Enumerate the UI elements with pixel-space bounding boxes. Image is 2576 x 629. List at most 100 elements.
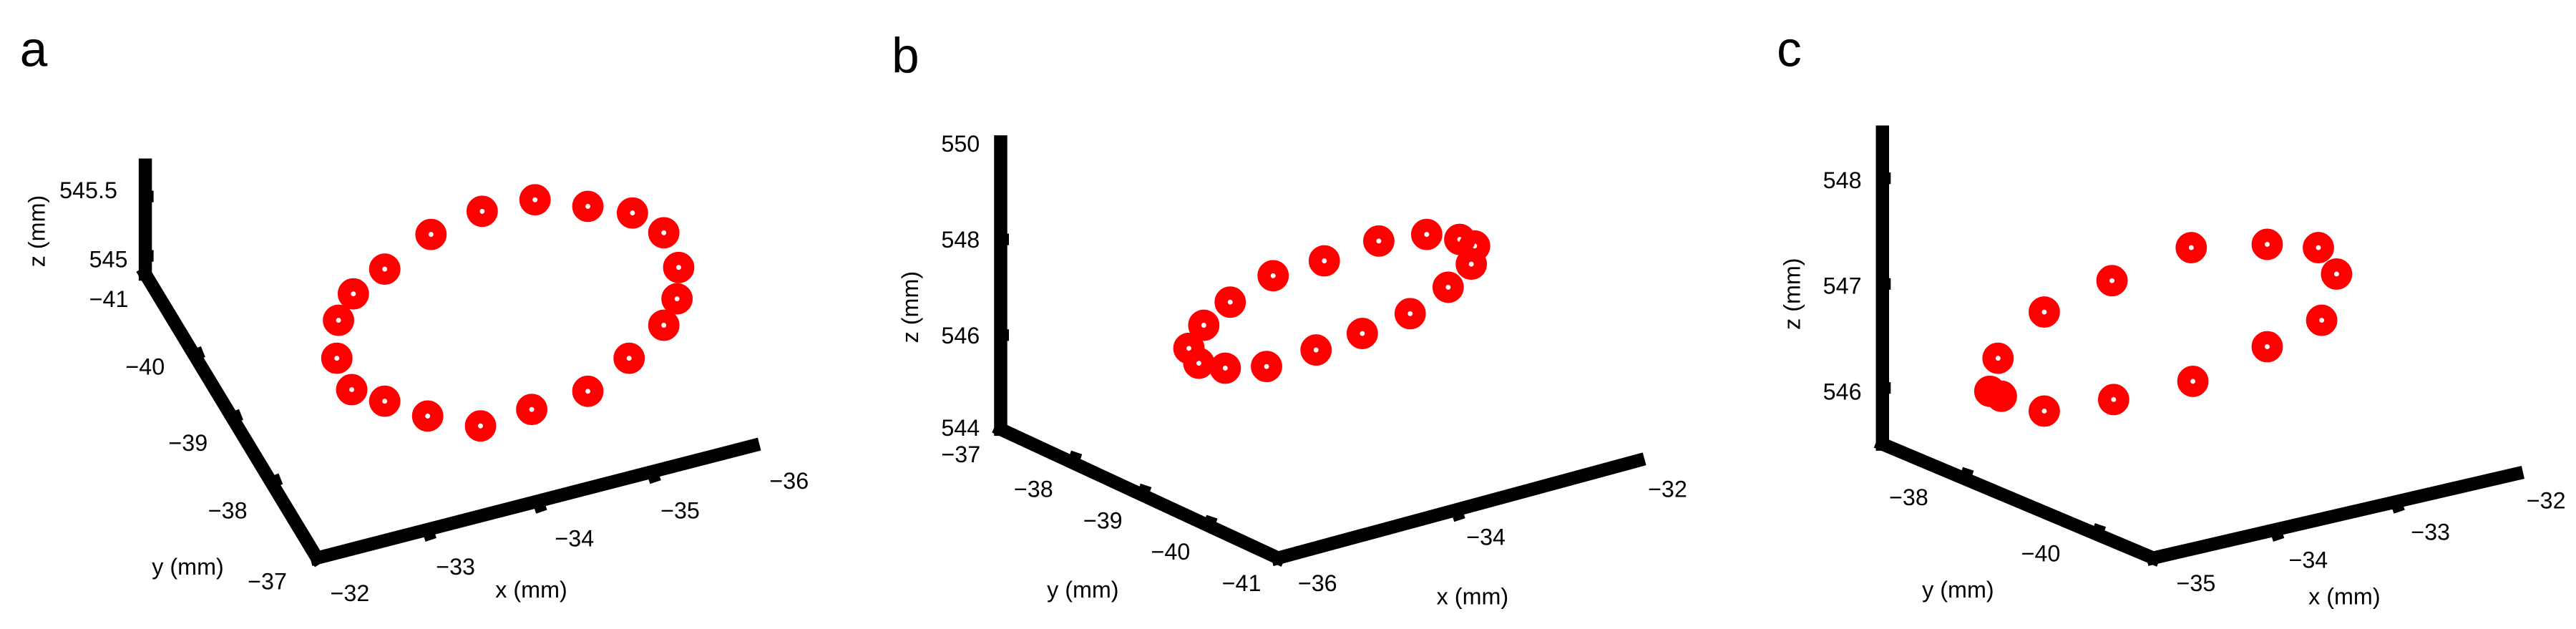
point-b-9 <box>1251 351 1282 383</box>
point-c-4 <box>2321 258 2353 290</box>
x-tick-c-2: −34 <box>2288 547 2328 573</box>
x-tick-a-4: −35 <box>660 497 700 523</box>
y-tick-c-2: −40 <box>2021 540 2061 566</box>
x-tick-c-4: −32 <box>2527 488 2566 514</box>
point-a-10 <box>572 375 604 407</box>
point-a-7 <box>661 283 693 315</box>
markers-c <box>1974 228 2353 427</box>
z-axis-label-c: z (mm) <box>1779 258 1805 329</box>
markers-b <box>1173 218 1491 384</box>
z-tick-b-1: 544 <box>941 415 980 441</box>
y-tick-b-2: −38 <box>1014 476 1053 502</box>
point-b-13 <box>1188 309 1220 341</box>
y-tick-mark-b-3 <box>1203 515 1218 529</box>
point-b-12 <box>1173 332 1205 364</box>
z-tick-b-4: 550 <box>941 131 980 157</box>
panel-b: b 550 548 546 544 −37 −38 −39 −40 −41 −3… <box>892 28 1687 610</box>
x-tick-mark-a-2 <box>532 499 547 514</box>
point-a-5 <box>648 217 680 249</box>
point-a-15 <box>336 374 368 406</box>
x-axis-label-b: x (mm) <box>1437 583 1508 609</box>
point-a-16 <box>321 342 353 374</box>
point-a-19 <box>369 253 401 285</box>
y-tick-a-3: −39 <box>168 430 208 456</box>
z-tick-b-3: 548 <box>941 227 980 253</box>
panel-a: a 545.5 545 −41 −40 −39 −38 −37 −32 −33 … <box>20 21 809 605</box>
point-a-3 <box>572 190 604 223</box>
point-c-11 <box>1974 375 2006 407</box>
point-c-1 <box>2175 232 2207 263</box>
point-a-2 <box>519 184 551 216</box>
y-axis-label-a: y (mm) <box>152 554 223 580</box>
x-tick-mark-c-1 <box>2270 528 2285 542</box>
x-tick-b-2: −34 <box>1466 524 1506 550</box>
x-tick-a-2: −33 <box>436 554 475 580</box>
y-tick-mark-a-3 <box>270 473 283 488</box>
panel-label-a: a <box>20 21 48 77</box>
point-c-7 <box>2177 366 2209 397</box>
point-c-13 <box>2028 296 2060 328</box>
y-tick-mark-b-2 <box>1137 483 1152 497</box>
point-a-8 <box>648 309 680 341</box>
point-c-12 <box>1982 342 2014 374</box>
x-tick-mark-a-1 <box>422 528 436 542</box>
z-tick-c-1: 546 <box>1823 379 1862 404</box>
point-b-10 <box>1209 352 1241 384</box>
x-tick-b-1: −36 <box>1298 570 1337 596</box>
x-tick-mark-a-3 <box>646 470 661 484</box>
y-tick-mark-b-1 <box>1068 450 1083 464</box>
point-a-20 <box>415 218 447 250</box>
point-b-14 <box>1214 286 1246 318</box>
x-tick-c-3: −33 <box>2411 519 2450 545</box>
point-c-6 <box>2251 331 2283 363</box>
point-c-5 <box>2306 304 2338 336</box>
y-axis-a <box>136 265 326 567</box>
markers-a <box>321 184 695 442</box>
y-tick-a-5: −41 <box>89 286 129 312</box>
z-tick-b-2: 546 <box>941 323 980 348</box>
point-b-7 <box>1346 318 1378 349</box>
y-axis-label-c: y (mm) <box>1922 577 1994 603</box>
y-tick-a-2: −38 <box>208 497 248 523</box>
y-tick-mark-a-2 <box>230 409 243 424</box>
z-tick-c-2: 547 <box>1823 273 1862 299</box>
point-c-14 <box>2096 265 2128 297</box>
point-c-2 <box>2251 228 2283 260</box>
x-tick-a-3: −34 <box>555 526 594 552</box>
point-b-16 <box>1308 245 1340 277</box>
point-b-6 <box>1394 298 1426 330</box>
z-axis-label-a: z (mm) <box>24 195 49 267</box>
point-a-11 <box>516 394 547 426</box>
point-b-5 <box>1432 271 1464 303</box>
x-tick-c-1: −35 <box>2177 570 2216 596</box>
point-c-3 <box>2303 232 2334 263</box>
x-axis-a <box>308 437 761 567</box>
point-b-15 <box>1257 260 1289 292</box>
point-a-17 <box>323 304 354 336</box>
panel-label-b: b <box>892 28 919 84</box>
y-axis-c <box>1873 435 2162 567</box>
point-a-14 <box>369 385 401 417</box>
x-tick-mark-b-1 <box>1450 508 1465 522</box>
x-tick-b-3: −32 <box>1648 476 1687 502</box>
y-tick-a-4: −40 <box>125 354 165 380</box>
point-b-17 <box>1362 225 1395 257</box>
y-tick-mark-c-1 <box>1959 467 1974 481</box>
x-axis-label-a: x (mm) <box>495 577 567 603</box>
y-tick-mark-c-2 <box>2092 523 2107 537</box>
point-a-12 <box>464 410 497 442</box>
y-tick-c-1: −38 <box>1889 484 1928 510</box>
x-tick-a-1: −32 <box>331 580 370 606</box>
point-a-1 <box>466 195 498 228</box>
y-tick-b-4: −40 <box>1151 539 1190 565</box>
x-axis-label-c: x (mm) <box>2308 583 2380 609</box>
point-a-9 <box>613 342 645 374</box>
y-tick-a-1: −37 <box>248 569 287 595</box>
point-b-8 <box>1300 334 1332 366</box>
point-a-6 <box>663 251 695 283</box>
z-axis-label-b: z (mm) <box>897 271 923 343</box>
z-tick-c-3: 548 <box>1823 167 1862 193</box>
x-axis-c <box>2145 466 2524 566</box>
z-tick-a-1: 545 <box>89 247 128 273</box>
panel-c: c 548 547 546 −38 −40 −35 −34 −33 −32 z … <box>1777 21 2565 609</box>
